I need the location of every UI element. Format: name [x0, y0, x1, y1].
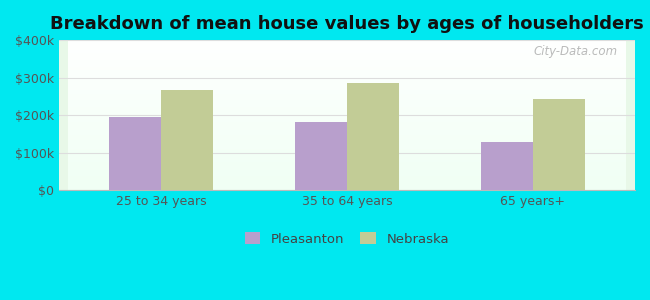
Title: Breakdown of mean house values by ages of householders: Breakdown of mean house values by ages o… [50, 15, 644, 33]
Bar [481, 142, 533, 190]
Bar [533, 99, 585, 190]
Bar [109, 117, 161, 190]
Bar [295, 122, 347, 190]
Bar [161, 90, 213, 190]
Bar [347, 83, 399, 190]
Legend: Pleasanton, Nebraska: Pleasanton, Nebraska [239, 227, 454, 251]
Text: City-Data.com: City-Data.com [534, 45, 618, 58]
